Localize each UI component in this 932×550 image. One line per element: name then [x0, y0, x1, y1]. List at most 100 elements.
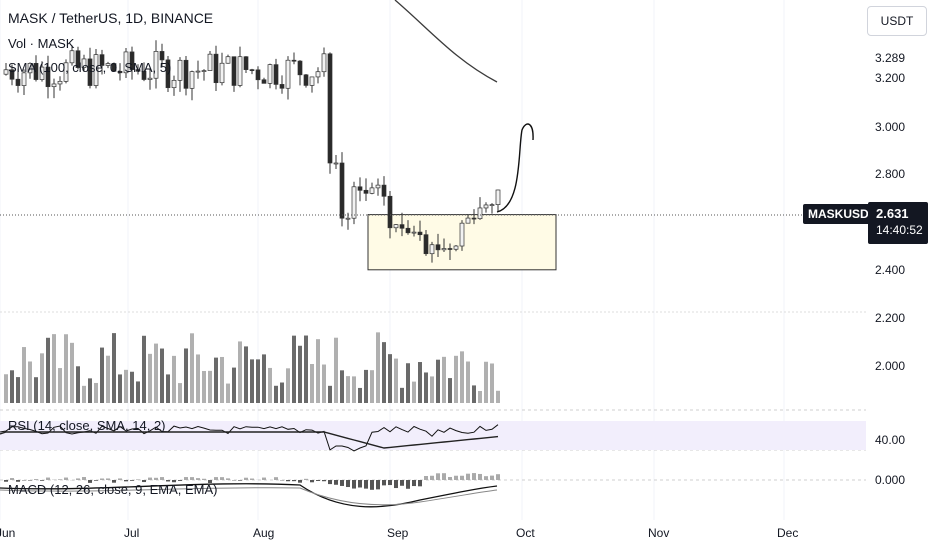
macd-histogram-bar [82, 477, 86, 480]
volume-bar [88, 378, 92, 403]
macd-legend[interactable]: MACD (12, 26, close, 9, EMA, EMA) [8, 482, 218, 497]
bar-countdown: 14:40:52 [876, 222, 923, 237]
macd-histogram-bar [322, 480, 326, 482]
macd-histogram-bar [490, 475, 494, 480]
volume-bar [250, 359, 254, 403]
volume-bar [166, 374, 170, 403]
volume-bar [226, 383, 230, 403]
volume-bar [442, 356, 446, 403]
volume-bar [94, 382, 98, 403]
volume-bar [64, 334, 68, 403]
rsi-pane [0, 421, 866, 452]
volume-legend[interactable]: Vol · MASK [8, 36, 75, 51]
macd-histogram-bar [484, 476, 488, 480]
volume-bar [496, 390, 500, 403]
candle-body [219, 62, 225, 84]
macd-histogram-bar [352, 480, 356, 489]
volume-bar [328, 385, 332, 403]
rsi-legend[interactable]: RSI (14, close, SMA, 14, 2) [8, 418, 166, 433]
volume-bar [106, 355, 110, 403]
projection-arrow [496, 123, 534, 213]
candle-body [297, 60, 303, 76]
candle-body [135, 69, 141, 72]
candle-body [333, 162, 339, 165]
volume-bar [196, 354, 200, 403]
macd-histogram-bar [478, 473, 482, 480]
macd-histogram-bar [238, 480, 242, 481]
candle-body [9, 69, 15, 80]
candle-body [129, 51, 135, 70]
volume-bar [22, 347, 26, 403]
macd-histogram-bar [16, 480, 20, 482]
volume-bar [208, 370, 212, 403]
macd-histogram-bar [214, 477, 218, 480]
price-label: 2.400 [875, 263, 906, 277]
candle-body [159, 51, 165, 61]
currency-unit-button[interactable]: USDT [867, 6, 927, 36]
macd-histogram-bar [472, 473, 476, 480]
candle-body [393, 224, 399, 229]
volume-bar [322, 364, 326, 403]
time-label: Nov [648, 526, 670, 540]
macd-signal-line [0, 487, 498, 506]
candle-body [261, 79, 267, 84]
macd-histogram-bar [88, 480, 92, 483]
volume-bar [124, 369, 128, 403]
sma-line [394, 0, 498, 83]
volume-bar [316, 339, 320, 403]
volume-bar [202, 370, 206, 403]
candle-body [345, 217, 351, 220]
macd-histogram-bar [346, 480, 350, 488]
volume-bar [460, 351, 464, 403]
candle-body [387, 195, 393, 229]
volume-bar [364, 369, 368, 403]
macd-histogram-bar [370, 480, 374, 490]
volume-bar [286, 368, 290, 403]
macd-histogram-bar [142, 480, 146, 483]
last-price-tag: 2.631 14:40:52 [868, 202, 928, 244]
volume-bar [244, 346, 248, 403]
volume-bar [40, 353, 44, 403]
volume-bar [448, 378, 452, 403]
macd-histogram-bar [124, 480, 128, 482]
volume-bar [400, 387, 404, 403]
volume-bar [388, 354, 392, 403]
macd-histogram-bar [184, 477, 188, 480]
candle-body [57, 80, 63, 85]
volume-bar [478, 390, 482, 403]
candle-body [111, 63, 117, 72]
macd-histogram-bar [130, 480, 134, 481]
macd-histogram-bar [220, 477, 224, 480]
volume-bar [472, 385, 476, 403]
volume-bar [304, 335, 308, 403]
volume-bar [46, 337, 50, 403]
volume-bar [118, 374, 122, 403]
sma-legend[interactable]: SMA (100, close, 0, SMA, 5) [8, 60, 172, 75]
macd-histogram-bar [4, 480, 8, 482]
volume-bar [412, 381, 416, 403]
volume-bar [82, 385, 86, 403]
volume-bar [4, 374, 8, 403]
macd-histogram-bar [310, 480, 314, 483]
candle-body [291, 59, 297, 62]
macd-histogram-bar [106, 478, 110, 480]
price-label: 3.289 [875, 51, 906, 65]
volume-bars [4, 332, 500, 403]
macd-axis-label: 0.000 [875, 473, 906, 487]
volume-bar [70, 342, 74, 403]
macd-histogram-bar [460, 475, 464, 480]
time-label: Sep [387, 526, 409, 540]
volume-bar [376, 332, 380, 403]
candle-body [39, 66, 45, 80]
macd-histogram-bar [112, 480, 116, 483]
candle-body [327, 53, 333, 164]
volume-bar [280, 382, 284, 403]
symbol-price-tag: MASKUSDT [803, 204, 881, 224]
candle-body [141, 70, 147, 80]
candle-body [273, 64, 279, 85]
macd-histogram-bar [100, 478, 104, 480]
macd-histogram-bar [166, 480, 170, 482]
candle-body [81, 58, 87, 68]
symbol-legend[interactable]: MASK / TetherUS, 1D, BINANCE [8, 10, 214, 26]
